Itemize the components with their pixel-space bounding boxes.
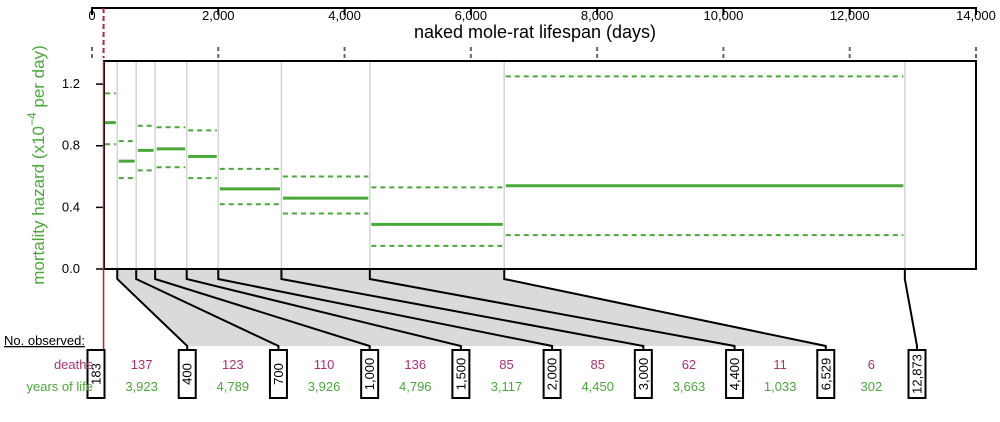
- boundary-label: 1,000: [362, 358, 377, 391]
- deaths-value: 110: [314, 357, 335, 372]
- y-axis: 0.0 0.4 0.8 1.2: [62, 76, 104, 276]
- y-axis-label-tail: per day): [29, 45, 48, 112]
- x-tick-label: 12,000: [830, 8, 870, 23]
- interval-wedge: [136, 270, 370, 346]
- boundary-box: [542, 349, 562, 399]
- boundary-box: [633, 349, 653, 399]
- boundary-box: [451, 349, 471, 399]
- years-of-life-value: 1,033: [764, 379, 797, 394]
- years-of-life-value: 4,450: [581, 379, 614, 394]
- boundary-connectors: [116, 270, 918, 350]
- top-x-axis: 0 2,000 4,000 6,000 8,000 10,000 12,000 14,000: [88, 7, 996, 58]
- y-axis-label-superscript: −4: [25, 112, 39, 126]
- x-axis-label: naked mole-rat lifespan (days): [414, 22, 656, 42]
- boundary-box: [177, 349, 197, 399]
- boundary-connector: [217, 270, 554, 350]
- boundary-box: [268, 349, 288, 399]
- boundary-connector: [116, 270, 189, 350]
- boundary-label: 6,529: [818, 358, 833, 391]
- boundary-box: [360, 349, 380, 399]
- interval-wedge: [117, 270, 279, 346]
- years-of-life-value: 4,789: [217, 379, 250, 394]
- hazard-series: [105, 75, 904, 247]
- x-tick-label: 4,000: [328, 8, 361, 23]
- x-tick-label: 8,000: [581, 8, 614, 23]
- deaths-value: 62: [682, 357, 696, 372]
- years-of-life-value: 4,796: [399, 379, 432, 394]
- boundary-label: 3,000: [636, 358, 651, 391]
- boundary-box: [816, 349, 836, 399]
- boundary-connector: [185, 270, 462, 350]
- boundary-label: 12,873: [910, 354, 925, 394]
- y-tick-label: 0.8: [62, 138, 80, 153]
- y-tick-label: 0.4: [62, 199, 80, 214]
- boundary-label: 400: [180, 363, 195, 385]
- boundary-label: 2,000: [545, 358, 560, 391]
- boundary-connector: [368, 270, 736, 350]
- years-of-life-value: 3,926: [308, 379, 341, 394]
- interval-wedge: [369, 270, 826, 346]
- deaths-row-label: deaths: [54, 357, 94, 372]
- deaths-value: 11: [773, 357, 787, 372]
- years-of-life-value: 3,117: [491, 379, 523, 394]
- boundary-label: 1,500: [453, 358, 468, 391]
- boundary-label: 183: [89, 363, 104, 385]
- boundary-label: 700: [271, 363, 286, 385]
- boundary-label: 4,400: [727, 358, 742, 391]
- x-tick-label: 0: [88, 8, 95, 23]
- boundary-box: [725, 349, 745, 399]
- boundary-connector: [903, 270, 918, 350]
- observation-table: 137 3,923 123 4,789 110 3,926 136 4,796 85 3,117 8…: [125, 357, 882, 394]
- deaths-value: 85: [590, 357, 604, 372]
- years-of-life-value: 302: [861, 379, 883, 394]
- deaths-value: 137: [131, 357, 153, 372]
- y-axis-label: mortality hazard (x10−4 per day): [25, 45, 48, 285]
- deaths-value: 6: [868, 357, 875, 372]
- interval-wedge: [281, 270, 735, 346]
- boundary-boxes: 183 400 700 1,000 1,500 2,000 3,000 4,400 6,529 1…: [86, 349, 927, 399]
- years-of-life-value: 3,663: [673, 379, 706, 394]
- x-tick-label: 2,000: [202, 8, 235, 23]
- x-tick-label: 14,000: [956, 8, 996, 23]
- years-of-life-value: 3,923: [125, 379, 158, 394]
- table-title: No. observed:: [4, 333, 85, 348]
- deaths-value: 123: [222, 357, 244, 372]
- x-tick-label: 6,000: [455, 8, 488, 23]
- years-row-label: years of life: [27, 379, 93, 394]
- y-tick-label: 1.2: [62, 76, 80, 91]
- y-tick-label: 0.0: [62, 261, 80, 276]
- deaths-value: 136: [404, 357, 426, 372]
- mapping-wedges: [117, 270, 826, 346]
- boundary-connector: [503, 270, 827, 350]
- boundary-connector: [135, 270, 280, 350]
- boundary-box: [86, 349, 106, 399]
- plot-area-frame: [103, 60, 977, 270]
- x-tick-label: 10,000: [704, 8, 744, 23]
- boundary-connector: [154, 270, 371, 350]
- deaths-value: 85: [499, 357, 513, 372]
- y-axis-label-main: mortality hazard (x10: [29, 126, 48, 285]
- boundary-box: [907, 349, 927, 399]
- boundary-connector: [280, 270, 645, 350]
- interval-boundary-lines: [116, 62, 906, 268]
